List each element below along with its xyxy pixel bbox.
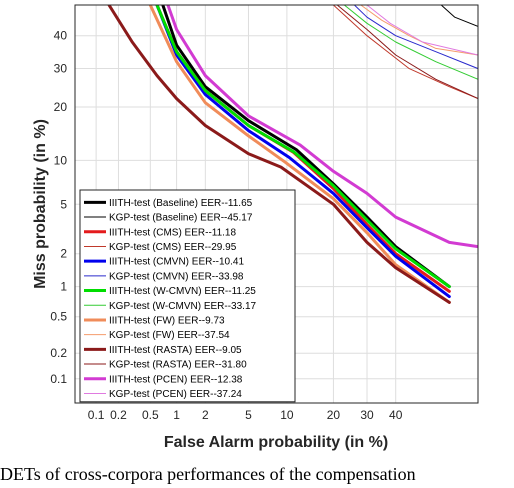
legend-entry: KGP-test (PCEN) EER--37.24 [109,389,242,400]
y-tick-label: 40 [54,29,68,43]
legend-entry: KGP-test (FW) EER--37.54 [109,330,230,341]
x-tick-label: 0.5 [142,408,159,422]
y-tick-label: 0.2 [50,346,67,360]
x-tick-label: 40 [389,408,403,422]
x-tick-label: 0.1 [88,408,105,422]
series-line-12 [166,5,478,249]
x-tick-label: 30 [360,408,374,422]
legend-entry: KGP-test (CMVN) EER--33.98 [109,271,244,282]
y-tick-label: 1 [60,280,67,294]
series-line-4 [155,5,451,299]
legend: IIITH-test (Baseline) EER--11.65 KGP-test… [79,189,296,403]
series-line-6 [155,5,451,289]
series-lines [107,5,478,304]
x-axis-label: False Alarm probability (in %) [164,434,388,451]
figure-caption: DETs of cross-corpora performances of th… [0,464,416,484]
legend-entry: KGP-test (Baseline) EER--45.17 [109,213,253,224]
series-line-9 [360,5,478,56]
legend-entry: IIITH-test (PCEN) EER--12.38 [109,374,243,385]
x-tick-label: 1 [173,408,180,422]
legend-entry: IIITH-test (CMVN) EER--10.41 [109,257,244,268]
legend-entry: IIITH-test (FW) EER--9.73 [109,315,225,326]
series-line-8 [148,5,451,304]
legend-entry: IIITH-test (CMS) EER--11.18 [109,227,236,238]
x-tick-label: 0.2 [110,408,127,422]
legend-entry: KGP-test (CMS) EER--29.95 [109,242,237,253]
y-tick-label: 0.5 [50,310,67,324]
series-line-3 [332,5,478,100]
x-tick-label: 10 [280,408,294,422]
y-tick-label: 20 [54,100,68,114]
x-tick-label: 20 [327,408,341,422]
legend-entry: IIITH-test (Baseline) EER--11.65 [109,198,253,209]
legend-box [79,189,296,403]
plot-frame [74,4,479,404]
series-line-11 [336,5,478,100]
y-tick-label: 10 [54,153,68,167]
legend-entry: IIITH-test (RASTA) EER--9.05 [109,345,242,356]
series-line-0 [161,5,451,289]
y-tick-label: 2 [60,247,67,261]
x-tick-labels: 0.1 0.2 0.5 1 2 5 10 20 30 40 [88,408,403,422]
series-line-1 [440,5,478,27]
x-tick-label: 2 [202,408,209,422]
y-tick-label: 5 [60,197,67,211]
y-tick-labels: 0.1 0.2 0.5 1 2 5 10 20 30 40 [50,29,67,386]
series-line-13 [366,5,478,56]
legend-entry: KGP-test (W-CMVN) EER--33.17 [109,301,256,312]
y-axis-label: Miss probability (in %) [32,119,49,289]
series-line-7 [343,5,478,80]
legend-entry: IIITH-test (W-CMVN) EER--11.25 [109,286,256,297]
series-line-5 [353,5,478,70]
legend-entry: KGP-test (RASTA) EER--31.80 [109,360,247,371]
series-line-10 [107,5,451,304]
y-tick-label: 0.1 [50,372,67,386]
y-tick-label: 30 [54,62,68,76]
x-tick-label: 5 [245,408,252,422]
